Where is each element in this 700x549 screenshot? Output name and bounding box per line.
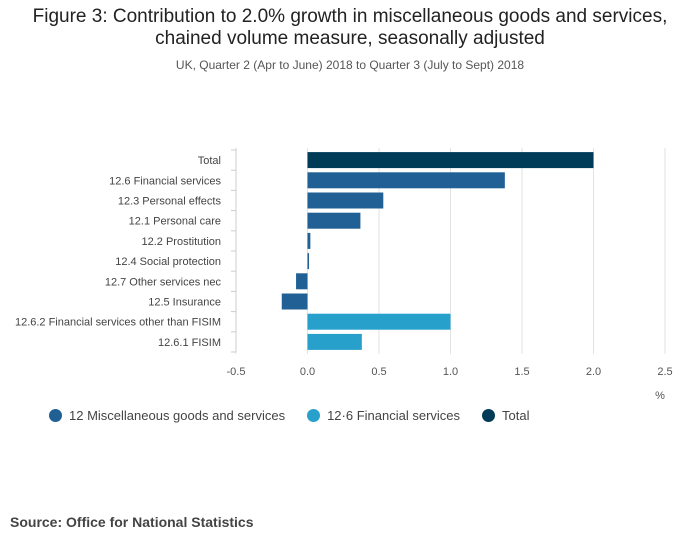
bar [296,273,308,290]
bar [281,293,308,310]
category-label: 12.2 Prostitution [142,236,222,248]
category-label: 12.3 Personal effects [118,196,222,208]
legend-label: 12·6 Financial services [327,408,461,423]
bar [307,253,309,270]
bar [307,192,384,209]
category-label: 12.5 Insurance [148,297,221,309]
legend-label: Total [502,408,530,423]
legend-item: 12 Miscellaneous goods and services [49,408,285,423]
x-axis-label: % [655,390,665,400]
x-tick-label: 2.0 [586,366,601,378]
source-note: Source: Office for National Statistics [10,514,254,530]
bar [307,172,505,189]
x-tick-label: -0.5 [227,366,246,378]
bar [307,313,451,330]
bar [307,333,362,350]
legend-swatch [307,409,321,422]
category-label: 12.1 Personal care [129,216,221,228]
x-tick-label: 0.5 [371,366,386,378]
chart-legend: 12 Miscellaneous goods and services 12·6 … [49,408,552,423]
chart-title-line1: Figure 3: Contribution to 2.0% growth in… [32,6,668,27]
legend-item: 12·6 Financial services [307,408,460,423]
category-label: 12.6.1 FISIM [158,337,221,349]
x-tick-label: 0.0 [300,366,315,378]
legend-label: 12 Miscellaneous goods and services [69,408,286,423]
legend-swatch [482,409,496,422]
category-label: 12.7 Other services nec [105,276,222,288]
bar [307,152,594,169]
category-label: 12.6 Financial services [109,175,221,187]
legend-swatch [49,409,62,422]
x-tick-label: 1.5 [514,366,529,378]
x-tick-label: 2.5 [657,366,672,378]
bar-chart: -0.5 0.0 0.5 1.0 1.5 2.0 2.5 Total 12.6 Financia… [15,148,673,400]
category-label: 12.4 Social protection [115,256,221,268]
chart-subtitle: UK, Quarter 2 (Apr to June) 2018 to Quar… [175,58,525,72]
legend-item: Total [482,408,530,423]
x-tick-label: 1.0 [443,366,458,378]
bar [307,232,311,249]
chart-title: Figure 3: Contribution to 2.0% growth in… [0,6,700,50]
category-label: 12.6.2 Financial services other than FIS… [15,317,221,329]
category-label: Total [198,155,221,167]
bar [307,212,361,229]
chart-title-line2: chained volume measure, seasonally adjus… [155,28,545,49]
